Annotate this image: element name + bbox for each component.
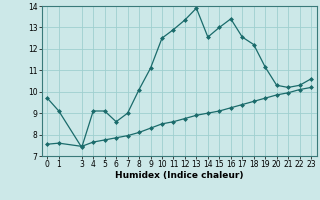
X-axis label: Humidex (Indice chaleur): Humidex (Indice chaleur) (115, 171, 244, 180)
